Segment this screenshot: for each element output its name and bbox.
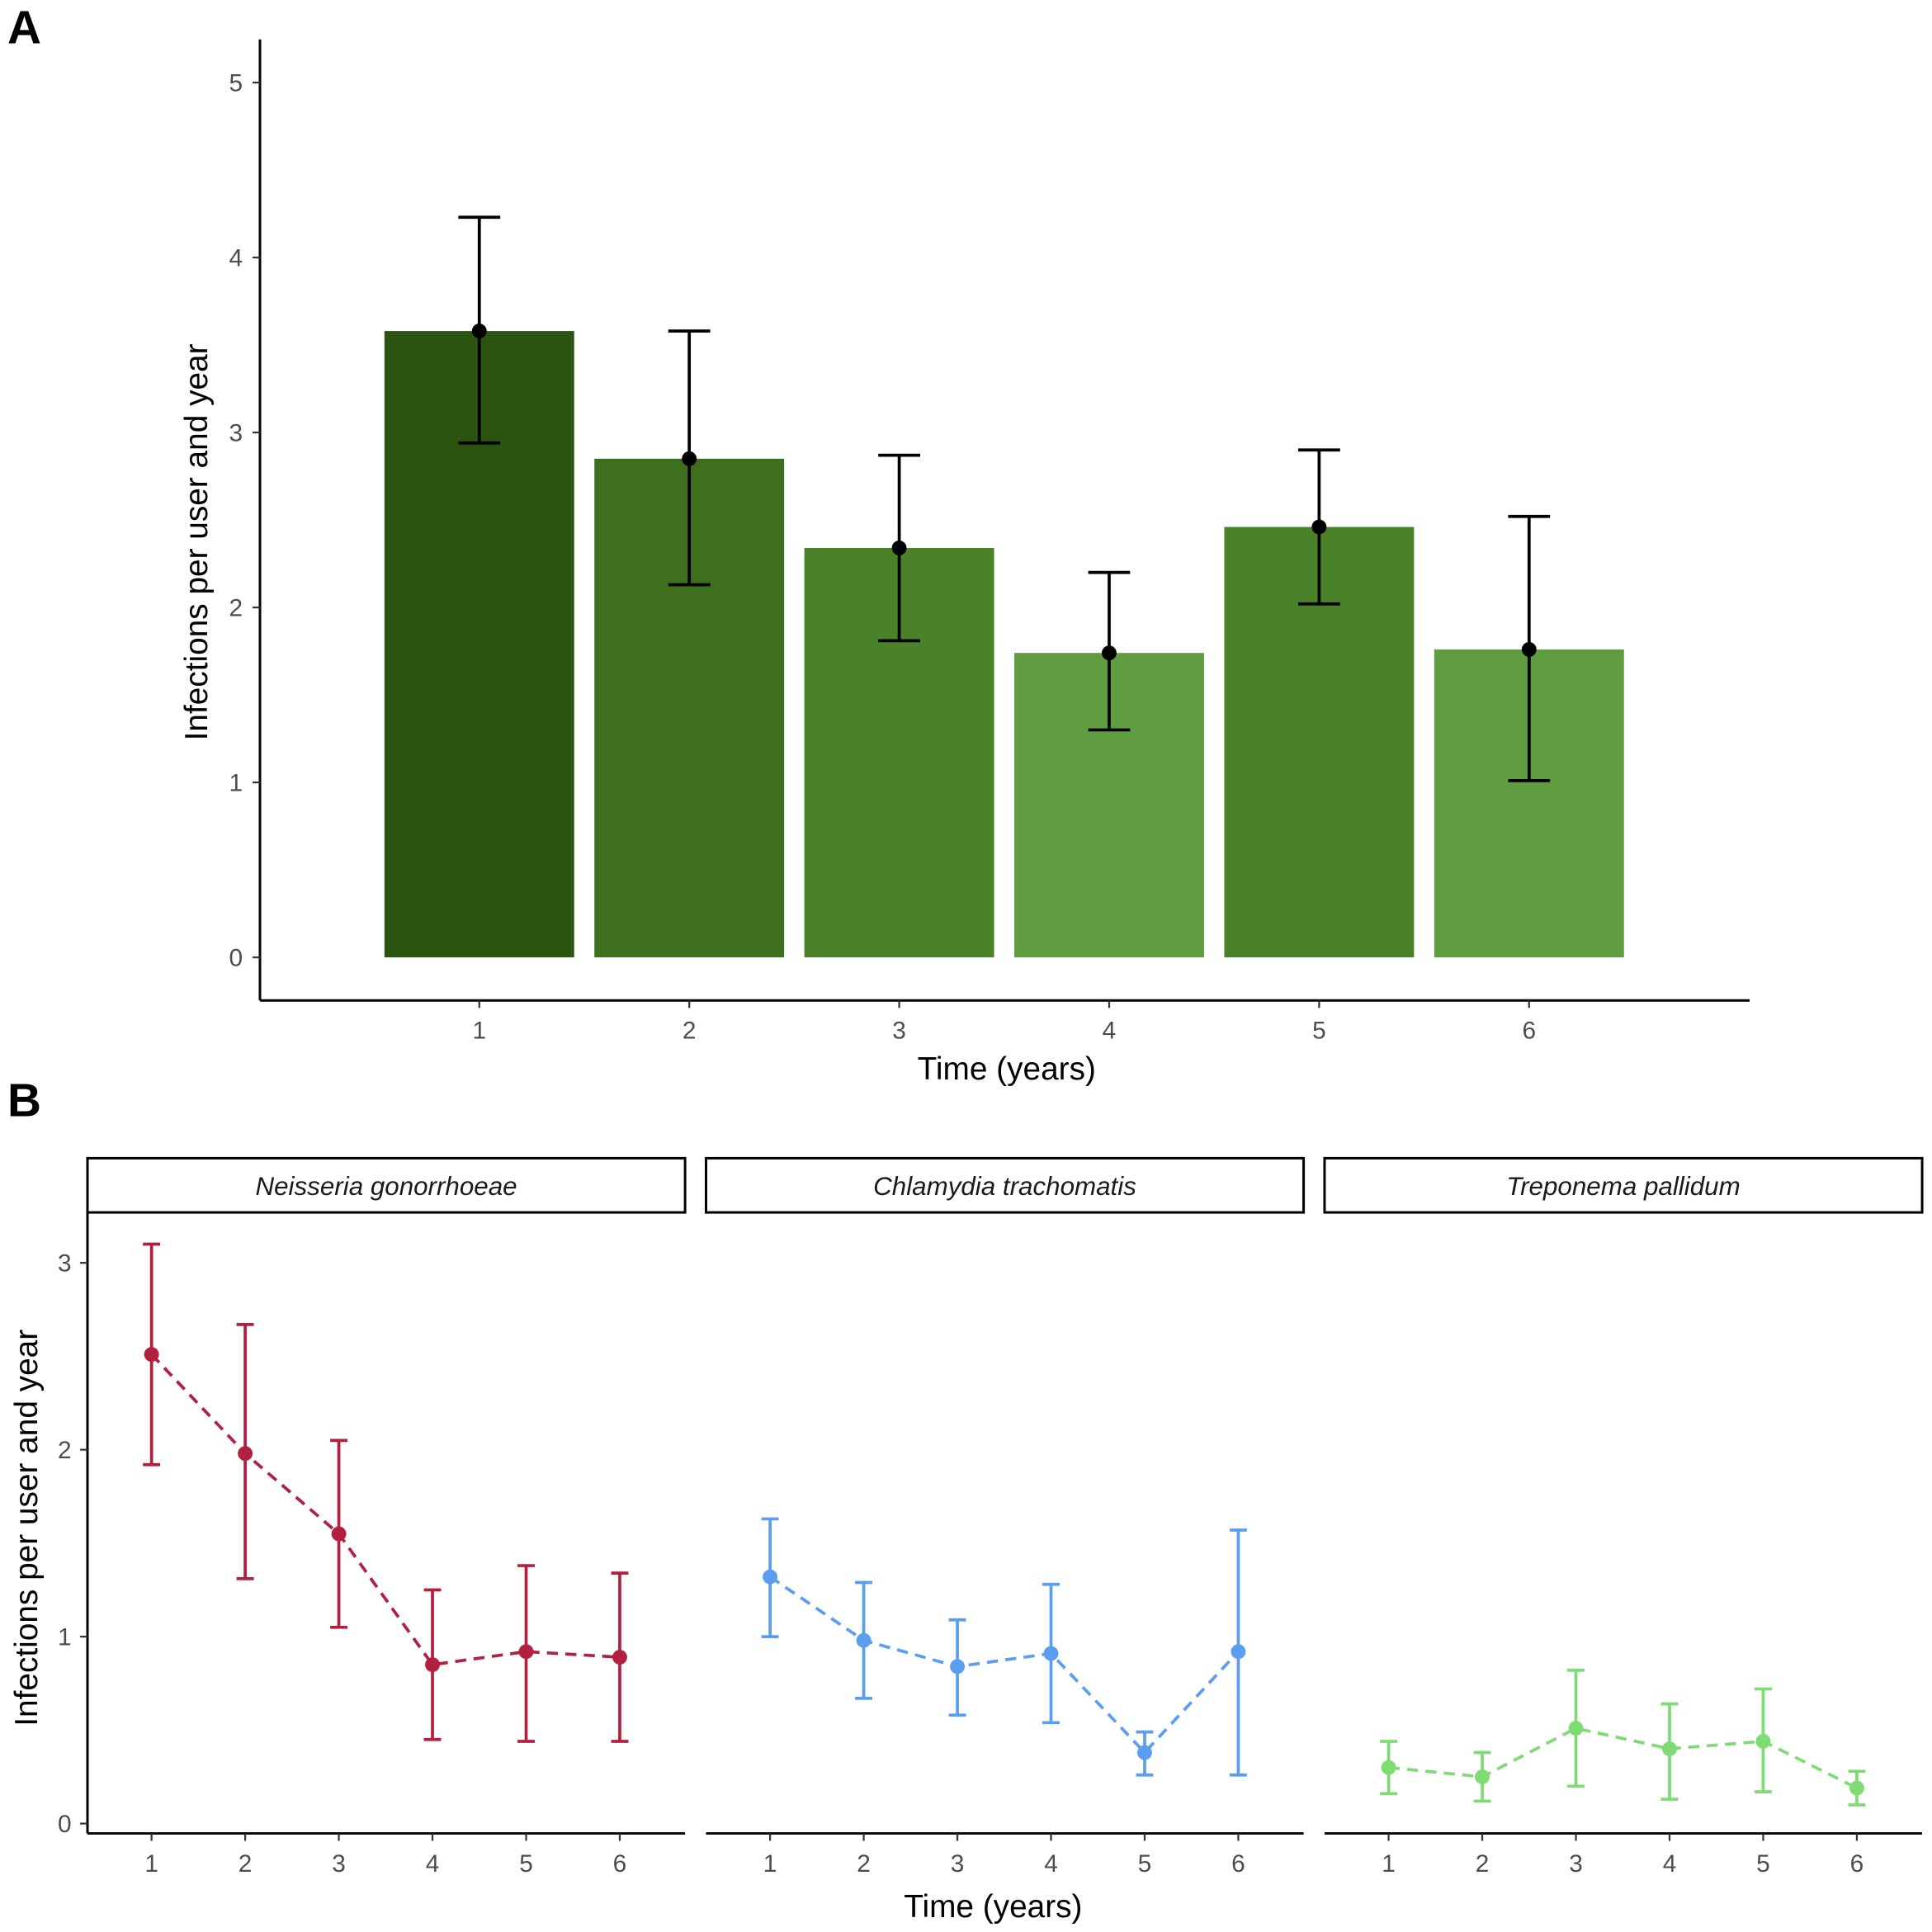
facet-strip [704,1156,1306,1214]
x-tick-label: 4 [1103,1018,1117,1045]
y-tick-label: 4 [229,244,243,272]
x-tick-label: 1 [763,1850,777,1878]
y-tick-label: 5 [229,69,243,97]
mean-point [1521,641,1537,657]
x-tick-label: 6 [1522,1018,1536,1045]
panel-a: 0 1 2 3 4 5 1 2 3 4 5 6 [229,39,1750,1045]
y-tick-label: 1 [229,769,243,796]
data-point [612,1650,627,1665]
x-tick-label: 4 [1044,1850,1058,1878]
x-tick-label: 4 [426,1850,440,1878]
y-tick-label: 3 [58,1250,72,1278]
series-line [769,1575,1240,1755]
series-line [150,1353,621,1667]
mean-point [1102,645,1117,661]
x-tick-label: 1 [1382,1850,1396,1878]
x-tick-label: 6 [1850,1850,1864,1878]
x-tick-label: 2 [683,1018,697,1045]
x-tick-label: 3 [892,1018,906,1045]
panel-b-x-title: Time (years) [904,1889,1082,1925]
data-point [763,1569,778,1585]
data-point [1662,1741,1677,1756]
x-tick-label: 2 [1476,1850,1490,1878]
y-tick-label: 2 [58,1437,72,1464]
data-point [1137,1745,1152,1760]
x-tick-label: 1 [472,1018,486,1045]
data-point [1568,1721,1584,1736]
x-tick-label: 6 [1231,1850,1245,1878]
data-point [950,1659,966,1675]
data-point [425,1657,440,1673]
y-tick-label: 0 [58,1811,72,1838]
x-tick-label: 2 [239,1850,253,1878]
panel-a-y-title: Infections per user and year [179,343,215,740]
data-point [856,1632,872,1648]
y-tick-label: 3 [229,419,243,446]
data-point [238,1446,253,1462]
x-tick-label: 3 [1569,1850,1583,1878]
x-tick-label: 5 [1138,1850,1152,1878]
data-point [1849,1780,1864,1796]
data-point [1043,1646,1059,1661]
facet-chlamydia-trachomatis: Chlamydia trachomatis 1 2 3 4 5 6 [704,1156,1306,1878]
x-tick-label: 5 [1312,1018,1326,1045]
facet-strip [1323,1156,1924,1214]
data-point [1475,1769,1490,1784]
data-point [1231,1644,1246,1660]
x-tick-label: 2 [857,1850,871,1878]
y-tick-label: 1 [58,1624,72,1651]
mean-point [471,324,487,339]
mean-point [891,541,907,555]
x-tick-label: 1 [144,1850,158,1878]
data-point [1381,1760,1396,1775]
series-line [1388,1727,1858,1790]
panel-b-y-title: Infections per user and year [9,1330,45,1727]
mean-point [1311,519,1327,535]
mean-point [682,451,697,466]
data-point [144,1347,159,1363]
facet-strip [86,1156,687,1214]
y-tick-label: 0 [229,945,243,972]
panel-a-x-title: Time (years) [918,1051,1096,1087]
data-point [518,1644,534,1660]
x-tick-label: 6 [613,1850,627,1878]
facet-strip-label: Chlamydia trachomatis [873,1172,1136,1201]
data-point [331,1526,347,1542]
panel-label-b: B [7,1075,41,1127]
x-tick-label: 4 [1663,1850,1677,1878]
facet-treponema-pallidum: Treponema pallidum 1 2 3 4 5 6 [1323,1156,1924,1878]
panel-label-a: A [7,2,41,54]
x-tick-label: 3 [951,1850,965,1878]
y-tick-label: 2 [229,594,243,621]
facet-strip-label: Treponema pallidum [1506,1172,1740,1201]
facet-neisseria-gonorrhoeae: Neisseria gonorrhoeae 1 2 3 4 5 6 [86,1156,687,1878]
x-tick-label: 5 [1756,1850,1770,1878]
data-point [1755,1734,1771,1749]
x-tick-label: 3 [332,1850,346,1878]
facet-strip-label: Neisseria gonorrhoeae [255,1172,517,1201]
x-tick-label: 5 [519,1850,533,1878]
